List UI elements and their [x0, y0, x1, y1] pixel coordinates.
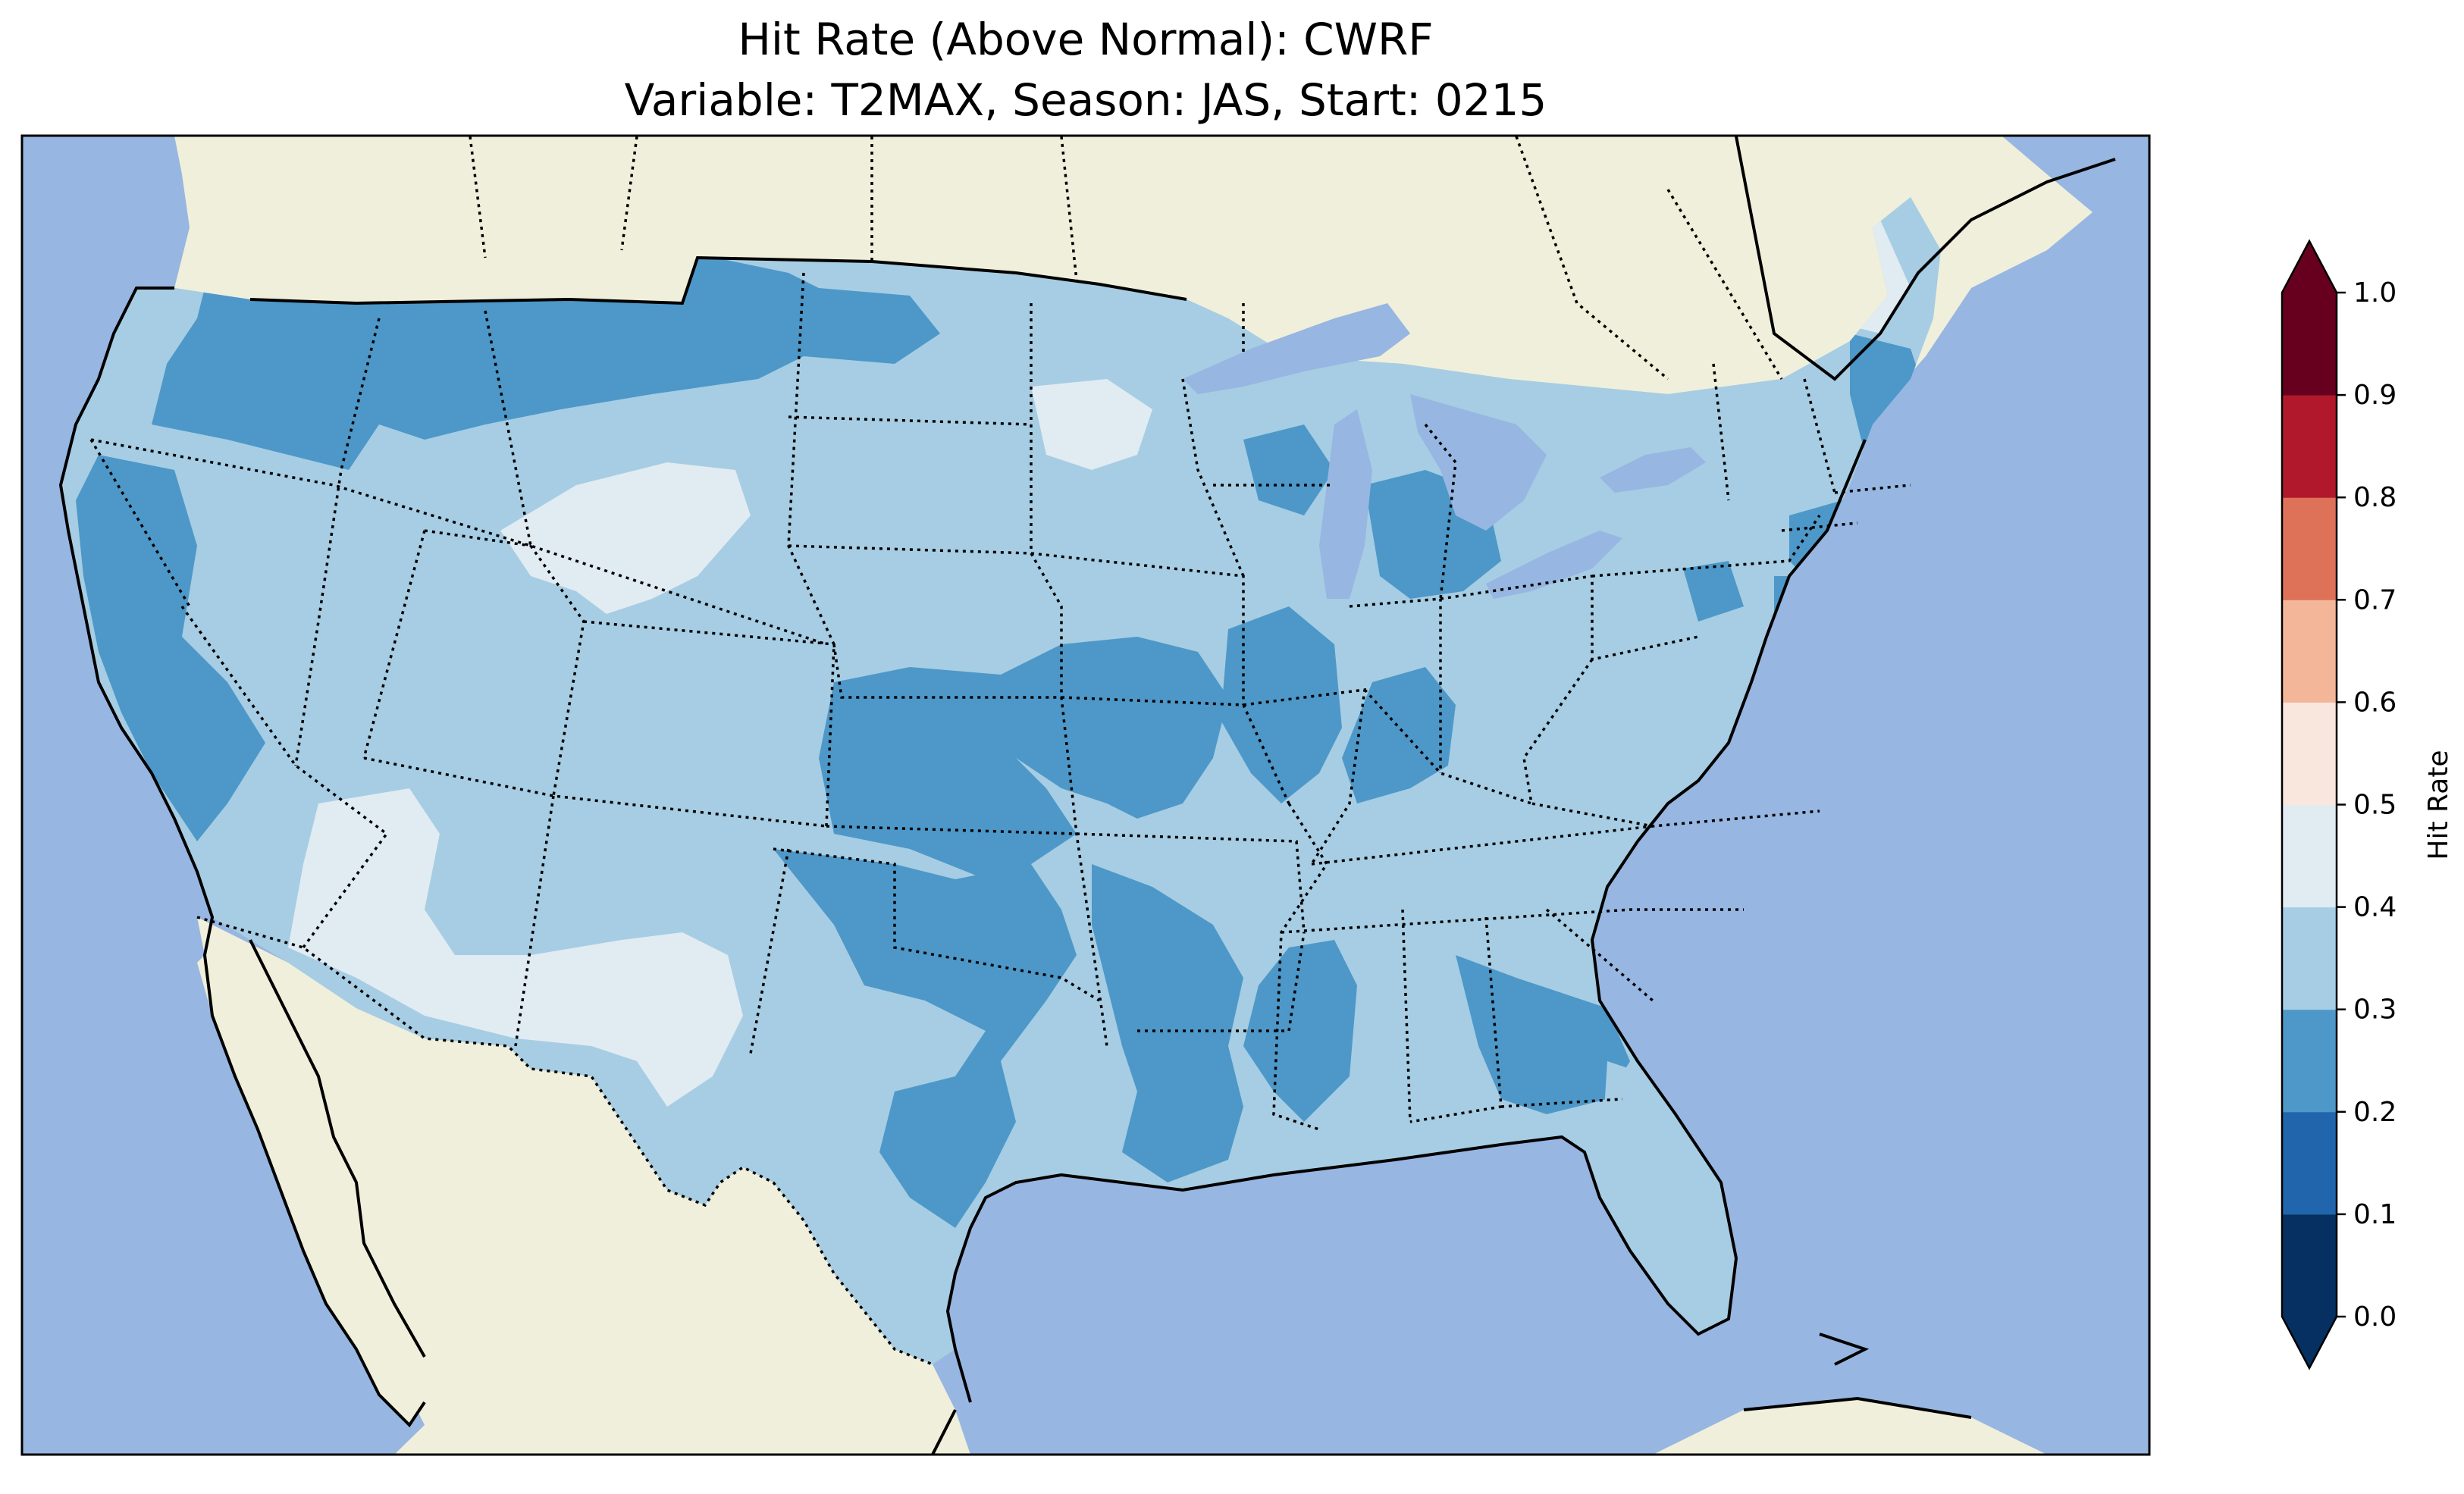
colorbar-tick-label: 0.9: [2353, 380, 2397, 411]
hit-rate-region: [1221, 606, 1342, 803]
hit-rate-region: [1850, 334, 1926, 455]
colorbar-bin: [2282, 1111, 2337, 1215]
colorbar-tick-label: 0.2: [2353, 1097, 2397, 1128]
hit-rate-region: [1243, 424, 1334, 515]
colorbar-bin: [2282, 907, 2337, 1010]
lake-michigan: [1319, 409, 1372, 599]
colorbar-bin: [2282, 702, 2337, 805]
colorbar-bins: [2282, 293, 2337, 1317]
colorbar-bin: [2282, 1214, 2337, 1317]
lake-erie: [1486, 531, 1622, 599]
map-frame: [20, 134, 2151, 1456]
lake-ontario: [1600, 447, 1706, 493]
colorbar-ticks: 0.0 0.1 0.2 0.3 0.4 0.5 0.6 0.7 0.8 0.9 1.0: [2337, 277, 2397, 1333]
map-title-line-2: Variable: T2MAX, Season: JAS, Start: 021…: [625, 74, 1547, 126]
colorbar-extend-min-arrow: [2282, 1317, 2337, 1368]
colorbar-bin: [2282, 600, 2337, 703]
colorbar-bin: [2282, 804, 2337, 908]
us-mexico-border: [196, 916, 933, 1366]
colorbar-tick-label: 0.8: [2353, 482, 2397, 513]
canada-land: [174, 136, 2093, 424]
great-lakes: [1183, 303, 1706, 599]
colorbar-bin: [2282, 1009, 2337, 1113]
colorbar-tick-label: 1.0: [2353, 277, 2397, 309]
lake-superior: [1183, 303, 1410, 394]
hit-rate-region: [773, 849, 1077, 1228]
cuba-land: [1653, 1398, 2047, 1455]
colorbar-tick-label: 0.5: [2353, 790, 2397, 821]
colorbar-extend-max-arrow: [2282, 241, 2337, 293]
colorbar-tick-label: 0.3: [2353, 994, 2397, 1026]
baja-california-land: [197, 955, 425, 1425]
colorbar-bin: [2282, 293, 2337, 396]
hit-rate-region: [1031, 379, 1152, 470]
colorbar-tick-label: 0.4: [2353, 892, 2397, 923]
colorbar: 0.0 0.1 0.2 0.3 0.4 0.5 0.6 0.7 0.8 0.9 1.0 Hit Ra…: [2281, 239, 2454, 1370]
lake-huron: [1410, 394, 1547, 531]
hit-rate-region: [76, 455, 265, 841]
coastlines: [58, 136, 2116, 1455]
hit-rate-region: [1683, 561, 1744, 622]
hit-rate-region: [1092, 864, 1243, 1182]
colorbar-label: Hit Rate: [2423, 750, 2454, 860]
us-canada-border: [249, 255, 1187, 305]
hit-rate-region: [500, 462, 751, 614]
colorbar-bin: [2282, 497, 2337, 600]
hit-rate-region: [819, 637, 1228, 879]
colorbar-tick-label: 0.1: [2353, 1199, 2397, 1230]
hit-rate-region: [1600, 1061, 1729, 1334]
hit-rate-region: [1456, 955, 1630, 1114]
hit-rate-region: [1342, 667, 1456, 803]
colorbar-tick-label: 0.6: [2353, 687, 2397, 718]
colorbar-tick-label: 0.7: [2353, 584, 2397, 615]
hit-rate-region: [288, 788, 743, 1107]
map-panel: [22, 136, 2149, 1455]
hit-rate-region: [1243, 940, 1357, 1122]
colorbar-tick-label: 0.0: [2353, 1301, 2397, 1333]
map-title-line-1: Hit Rate (Above Normal): CWRF: [738, 14, 1433, 65]
state-borders: [89, 136, 1911, 1131]
colorbar-bin: [2282, 395, 2337, 498]
